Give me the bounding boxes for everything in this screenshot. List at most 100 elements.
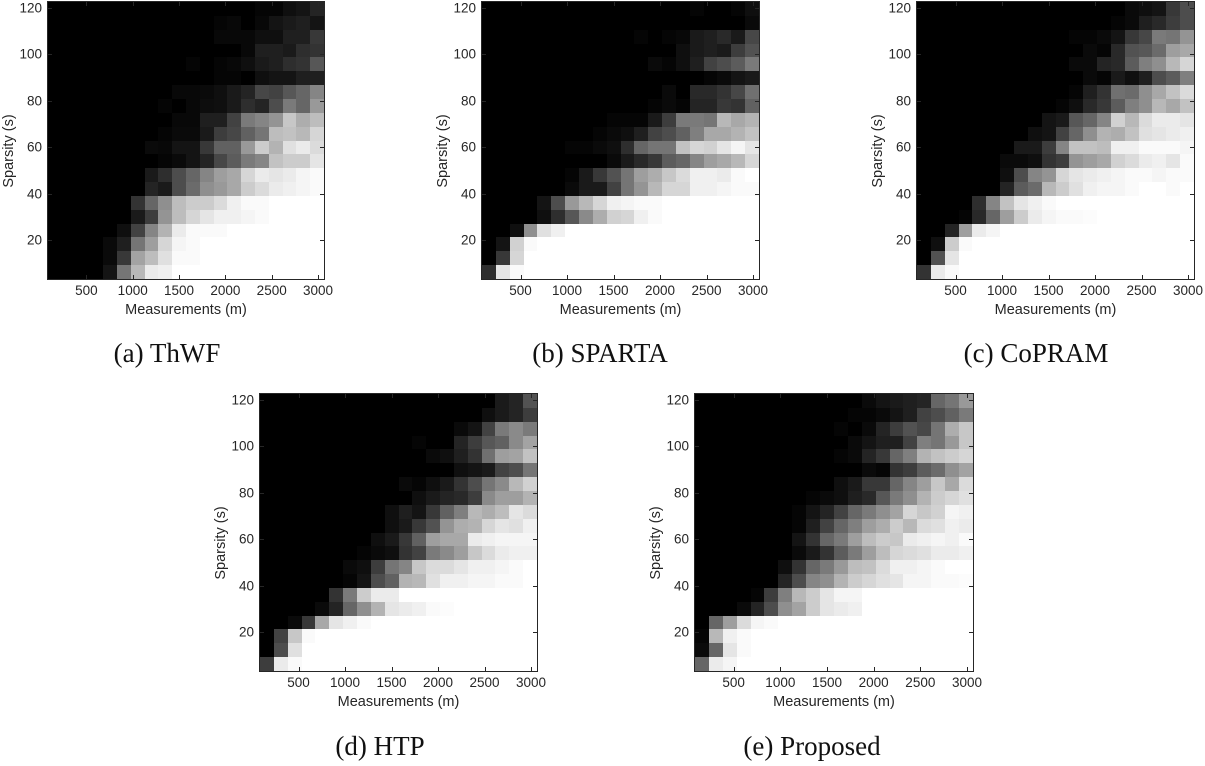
heatmap-cell xyxy=(806,532,821,547)
heatmap-cell xyxy=(750,477,765,491)
heatmap-cell xyxy=(689,43,704,58)
heatmap-cell xyxy=(731,85,746,99)
y-tick-mark xyxy=(969,539,973,541)
heatmap-cell xyxy=(861,629,876,644)
heatmap-cell xyxy=(662,85,676,99)
heatmap-cell xyxy=(61,98,76,113)
heatmap-cell xyxy=(833,560,848,575)
heatmap-cell xyxy=(708,394,723,408)
y-tick-label: 40 xyxy=(460,186,476,202)
heatmap-cell xyxy=(315,407,330,422)
heatmap-cell xyxy=(495,629,510,644)
heatmap-cell xyxy=(329,463,344,478)
heatmap-cell xyxy=(648,15,663,30)
heatmap-cell xyxy=(1166,29,1181,44)
heatmap-cell xyxy=(481,615,496,630)
heatmap-cell xyxy=(703,195,718,210)
heatmap-cell xyxy=(260,615,274,630)
heatmap-cell xyxy=(634,182,649,196)
heatmap-cell xyxy=(917,29,931,44)
heatmap-cell xyxy=(255,126,269,141)
heatmap-cell xyxy=(931,532,946,547)
heatmap-cell xyxy=(592,265,607,279)
heatmap-cell xyxy=(89,195,104,210)
heatmap-cell xyxy=(750,546,765,561)
heatmap-cell xyxy=(440,574,454,588)
y-tick-label: 20 xyxy=(895,232,911,248)
heatmap-cell xyxy=(634,154,649,169)
heatmap-cell xyxy=(398,560,413,575)
heatmap-cell xyxy=(172,140,186,155)
heatmap-cell xyxy=(509,2,524,16)
heatmap-cell xyxy=(117,223,131,238)
heatmap-cell xyxy=(717,265,732,279)
heatmap-cell xyxy=(481,490,496,505)
heatmap-cell xyxy=(117,140,131,155)
heatmap-cell xyxy=(717,182,732,196)
heatmap-cell xyxy=(1166,154,1181,169)
heatmap-cell xyxy=(412,463,427,478)
heatmap-cell xyxy=(861,546,876,561)
heatmap-cell xyxy=(634,168,649,183)
heatmap-cell xyxy=(158,265,173,279)
heatmap-cell xyxy=(241,168,255,183)
heatmap-cell xyxy=(736,657,751,671)
heatmap-cell xyxy=(199,43,214,58)
heatmap-cell xyxy=(847,574,862,588)
heatmap-cell xyxy=(75,195,90,210)
x-tick-mark xyxy=(967,394,968,398)
heatmap-cell xyxy=(1041,237,1056,252)
heatmap-cell xyxy=(722,407,737,422)
heatmap-cell xyxy=(495,15,510,30)
heatmap-cell xyxy=(482,140,496,155)
heatmap-cell xyxy=(592,2,607,16)
heatmap-cell xyxy=(930,251,945,266)
y-tick-mark xyxy=(917,147,921,149)
heatmap-cell xyxy=(1013,85,1028,99)
heatmap-cell xyxy=(117,71,131,86)
x-tick-mark xyxy=(438,667,440,671)
y-tick-mark xyxy=(48,147,52,149)
heatmap-cell xyxy=(847,477,862,491)
heatmap-cell xyxy=(1000,195,1014,210)
heatmap-cell xyxy=(917,57,931,72)
heatmap-cell xyxy=(172,154,186,169)
heatmap-cell xyxy=(273,435,288,450)
heatmap-cell xyxy=(675,209,690,224)
heatmap-cell xyxy=(778,615,793,630)
heatmap-cell xyxy=(296,168,311,183)
heatmap-cell xyxy=(717,29,732,44)
heatmap-cell xyxy=(736,407,751,422)
heatmap-cell xyxy=(958,126,973,141)
heatmap-cell xyxy=(1110,237,1125,252)
heatmap-cell xyxy=(959,477,973,491)
heatmap-cell xyxy=(986,98,1001,113)
heatmap-cell xyxy=(662,154,676,169)
heatmap-cell xyxy=(750,490,765,505)
heatmap-cell xyxy=(1110,29,1125,44)
heatmap-cell xyxy=(551,195,566,210)
heatmap-cell xyxy=(930,98,945,113)
heatmap-cell xyxy=(778,421,793,436)
heatmap-cell xyxy=(103,154,117,169)
heatmap-cell xyxy=(731,71,746,86)
heatmap-cell xyxy=(426,546,441,561)
heatmap-cell xyxy=(1180,223,1194,238)
heatmap-cell xyxy=(1013,209,1028,224)
y-tick-label: 80 xyxy=(238,485,254,501)
heatmap-cell xyxy=(453,532,468,547)
heatmap-cell xyxy=(412,518,427,533)
heatmap-cell xyxy=(1166,57,1181,72)
heatmap-cell xyxy=(296,126,311,141)
heatmap-cell xyxy=(282,112,297,127)
heatmap-cell xyxy=(778,518,793,533)
heatmap-cell xyxy=(806,407,821,422)
heatmap-cell xyxy=(103,209,117,224)
heatmap-cell xyxy=(903,463,918,478)
heatmap-cell xyxy=(282,43,297,58)
heatmap-cell xyxy=(172,2,186,16)
y-tick-mark xyxy=(482,193,486,195)
heatmap-cell xyxy=(343,532,357,547)
heatmap-cell xyxy=(213,223,228,238)
x-tick-mark xyxy=(318,275,320,279)
